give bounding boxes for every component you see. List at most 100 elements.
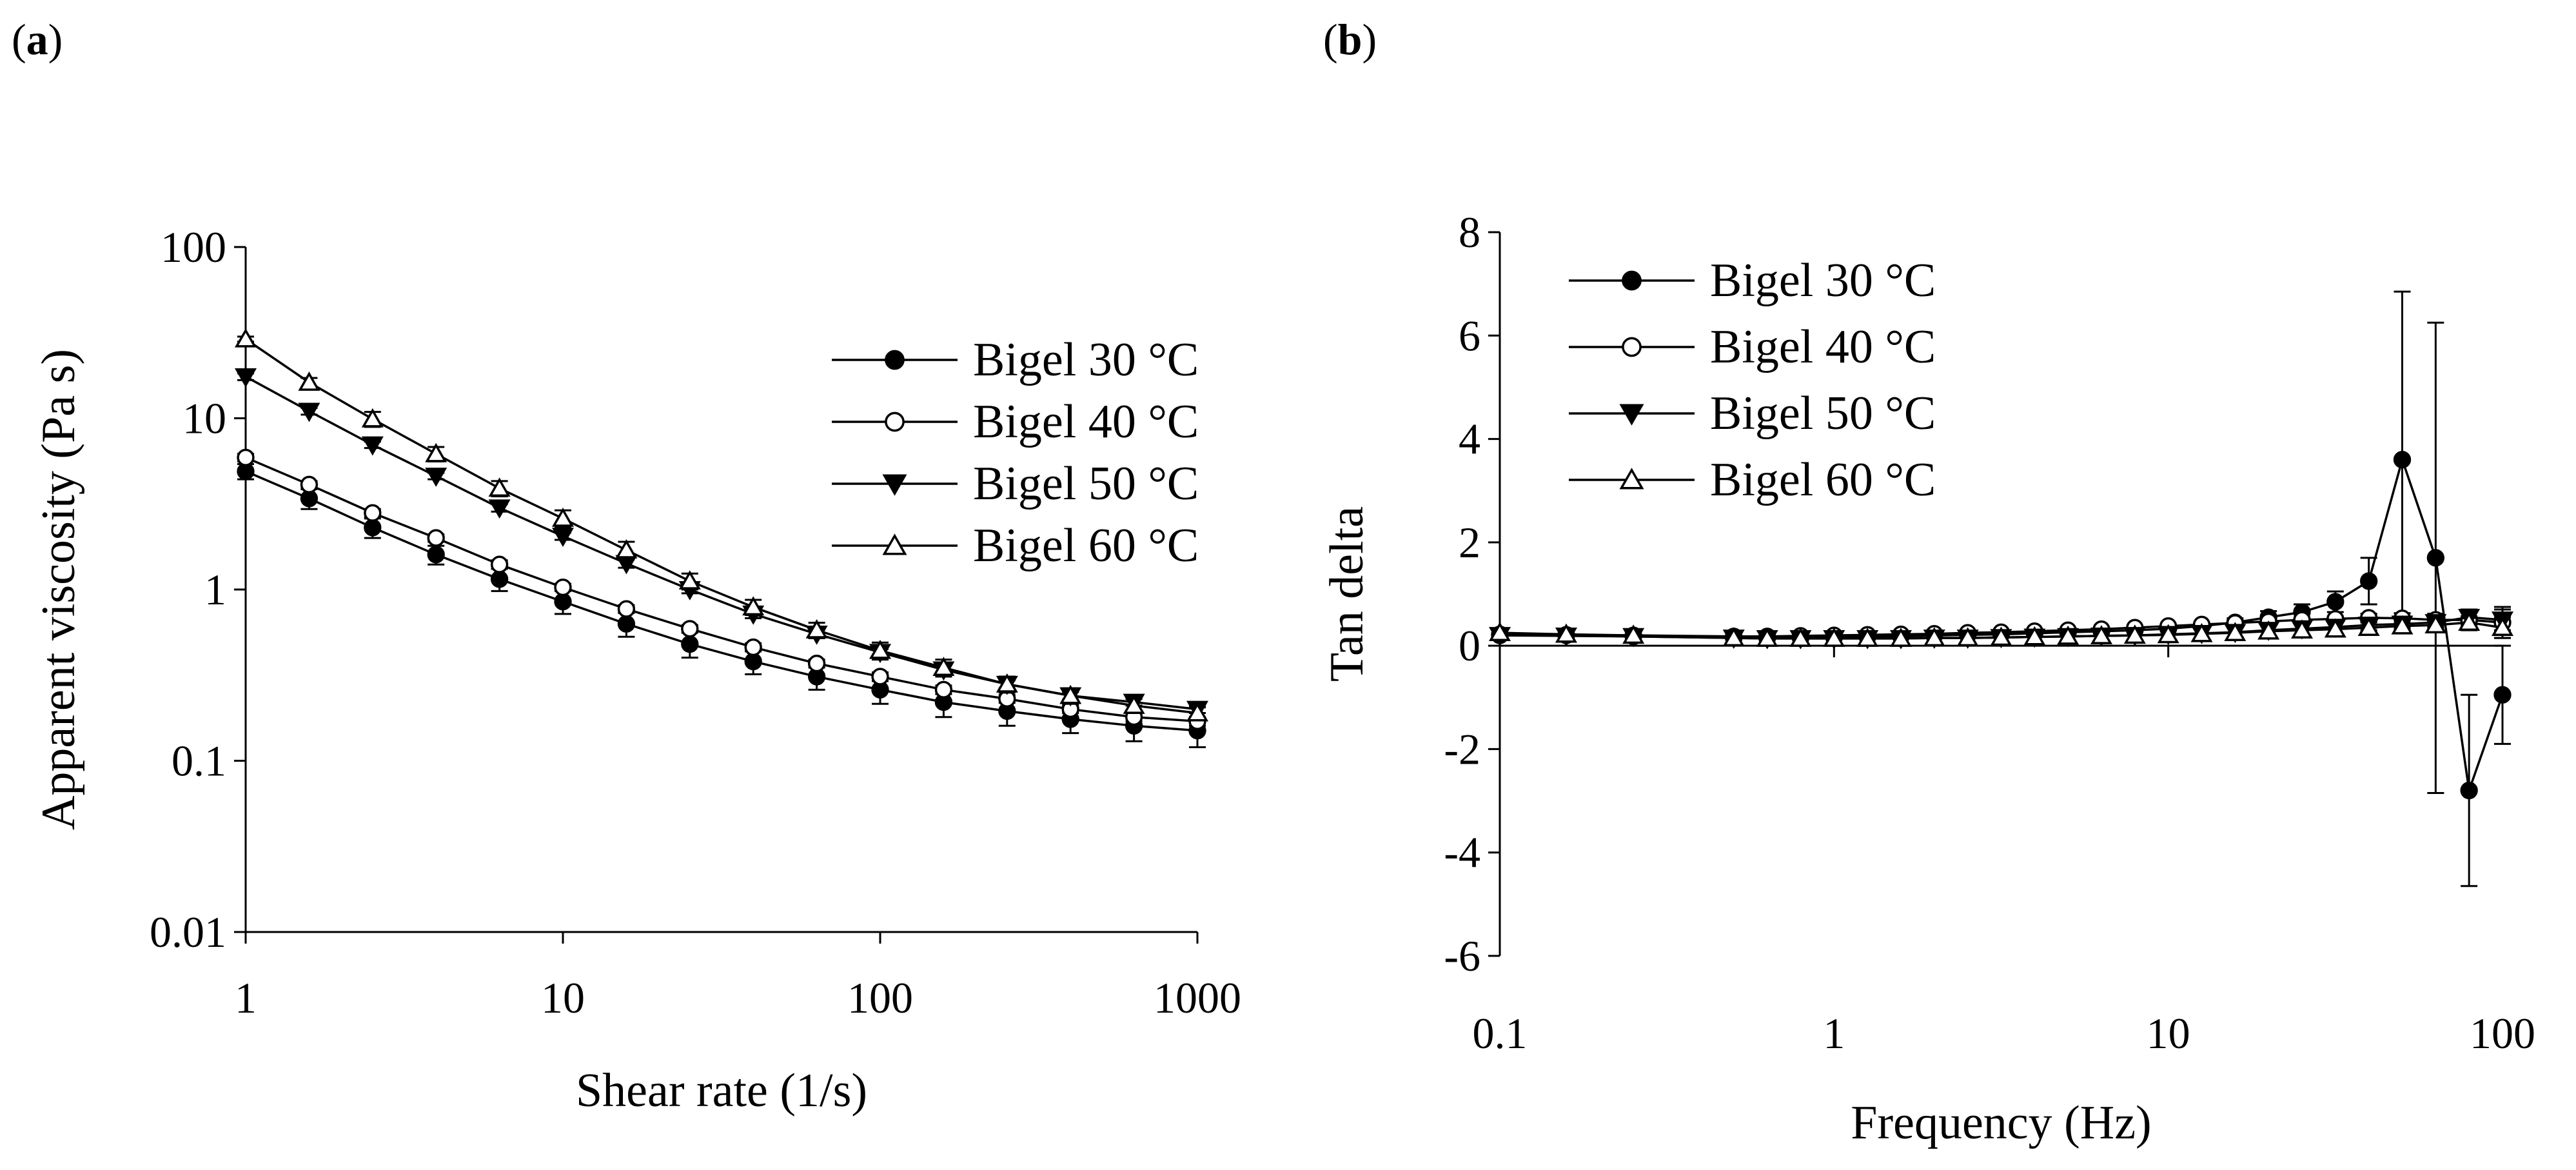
chart-b-data-point — [1823, 628, 1845, 647]
chart-a-series-line — [245, 456, 1198, 723]
chart-a-data-point — [490, 570, 509, 588]
panel-label-a: (a) — [12, 14, 63, 65]
chart-a-data-point — [237, 448, 255, 466]
chart-b-legend-marker — [1619, 468, 1644, 490]
chart-b-data-point — [2357, 617, 2380, 637]
chart-b-data-point — [2123, 624, 2146, 644]
chart-a-data-point — [551, 528, 575, 548]
chart-b-ytick-label: 2 — [1459, 518, 1480, 567]
chart-b-legend-label: Bigel 60 °C — [1710, 453, 1936, 506]
chart-a-legend-label: Bigel 30 °C — [973, 333, 1199, 386]
chart-b-data-point — [2493, 686, 2512, 704]
chart-a-data-point — [869, 639, 892, 659]
chart-a-data-point — [488, 499, 511, 519]
chart-a-legend-label: Bigel 40 °C — [973, 395, 1199, 448]
chart-a-series-line — [245, 338, 1198, 715]
chart-b-data-point — [1756, 628, 1778, 647]
chart-a-data-point — [744, 652, 762, 671]
chart-b-legend-label: Bigel 50 °C — [1710, 387, 1936, 440]
chart-a-data-point — [617, 615, 636, 633]
chart-b-data-point — [1622, 624, 1645, 644]
chart-a-data-point — [932, 657, 955, 676]
chart-a-data-point — [364, 504, 382, 522]
chart-a-data-point — [554, 578, 572, 597]
chart-b-legend-marker — [1619, 404, 1644, 426]
chart-b-series-bigel-30-c — [1491, 290, 2512, 887]
chart-b-data-point — [2326, 593, 2345, 611]
chart-a-data-point — [681, 620, 699, 638]
chart-b-data-point — [1889, 628, 1912, 647]
panel-label-b: (b) — [1323, 14, 1377, 65]
chart-b-series-bigel-60-c — [1488, 611, 2514, 647]
chart-b-ytick-label: 8 — [1459, 208, 1480, 257]
chart-b-data-point — [1555, 623, 1577, 643]
panel-b-paren-open: ( — [1323, 15, 1338, 64]
chart-a-legend-marker — [885, 350, 905, 370]
chart-b-data-point — [2393, 450, 2412, 469]
chart-a-data-point — [427, 529, 445, 547]
chart-b-ytick-label: 6 — [1459, 311, 1480, 360]
chart-a-data-point — [427, 546, 445, 564]
chart-b-legend-marker — [1622, 270, 1642, 291]
chart-a-xtick-label: 1000 — [1154, 973, 1241, 1022]
chart-a-data-point — [300, 475, 319, 493]
chart-a-legend-label: Bigel 60 °C — [973, 519, 1199, 572]
chart-b-data-point — [2324, 618, 2346, 638]
chart-b-data-point — [2426, 549, 2444, 567]
panel-b-letter: b — [1337, 15, 1362, 64]
chart-b-data-point — [2360, 572, 2378, 590]
chart-a-data-point — [298, 402, 320, 422]
chart-a-data-point — [364, 519, 382, 537]
chart-a-ytick-label: 1 — [204, 565, 226, 614]
chart-a-data-point — [678, 570, 701, 590]
chart-b-data-point — [2224, 622, 2247, 642]
chart-a-data-point — [615, 539, 638, 559]
chart-a-legend-label: Bigel 50 °C — [973, 457, 1199, 510]
chart-a-ytick-label: 0.01 — [150, 907, 226, 957]
chart-b-x-axis-label: Frequency (Hz) — [1851, 1096, 2151, 1149]
chart-b-data-point — [2257, 620, 2280, 640]
chart-b-data-point — [2057, 625, 2079, 645]
chart-a-data-point — [805, 619, 828, 639]
chart-a-data-point — [551, 507, 575, 527]
chart-a-data-point — [1123, 695, 1145, 714]
chart-b-data-point — [2157, 624, 2179, 644]
chart-b-ytick-label: 0 — [1459, 621, 1480, 670]
chart-a-data-point — [871, 668, 889, 686]
chart-a-series-bigel-60-c — [234, 328, 1209, 722]
chart-b-data-point — [2023, 626, 2046, 646]
chart-a-data-point — [488, 477, 511, 497]
chart-a-ytick-label: 10 — [182, 394, 226, 443]
chart-a-data-point — [1186, 702, 1209, 722]
chart-b-legend-label: Bigel 40 °C — [1710, 321, 1936, 373]
chart-a-x-axis-label: Shear rate (1/s) — [576, 1064, 867, 1117]
chart-b-xtick-label: 10 — [2147, 1009, 2190, 1058]
panel-a-paren-open: ( — [12, 15, 26, 64]
chart-b-data-point — [2460, 781, 2478, 800]
chart-a-data-point — [490, 555, 509, 573]
chart-a-data-point — [742, 596, 765, 616]
chart-b-data-point — [1488, 622, 1511, 642]
chart-b-xtick-label: 0.1 — [1473, 1009, 1528, 1058]
chart-b-ytick-label: -6 — [1444, 931, 1480, 980]
chart-a-data-point — [361, 436, 384, 456]
chart-b-legend-marker — [1622, 337, 1642, 357]
chart-a-series-line — [245, 470, 1198, 732]
viscosity-chart: 0.01 0.1 1 10 100 1 10 100 1000 Shear rate (1/s) A… — [32, 223, 1241, 1117]
chart-a-data-point — [617, 600, 636, 618]
chart-a-data-point — [425, 468, 447, 487]
chart-a-series-bigel-30-c — [237, 462, 1206, 748]
chart-b-data-point — [1956, 627, 1979, 647]
chart-b-legend: Bigel 30 °C Bigel 40 °C Bigel 50 °C Bigel 6… — [1569, 254, 1936, 506]
chart-a-data-point — [361, 408, 384, 428]
chart-b-ytick-label: 4 — [1459, 415, 1480, 464]
chart-a-data-point — [234, 368, 257, 388]
chart-a-ytick-label: 0.1 — [172, 737, 226, 786]
chart-b-data-point — [2190, 622, 2213, 642]
chart-b-data-point — [1789, 628, 1812, 647]
chart-a-data-point — [744, 638, 762, 657]
chart-a-data-point — [996, 673, 1018, 693]
chart-b-data-point — [2458, 611, 2481, 631]
chart-a-legend-marker — [882, 474, 907, 496]
chart-a-y-axis-label: Apparent viscosity (Pa s) — [32, 349, 85, 830]
